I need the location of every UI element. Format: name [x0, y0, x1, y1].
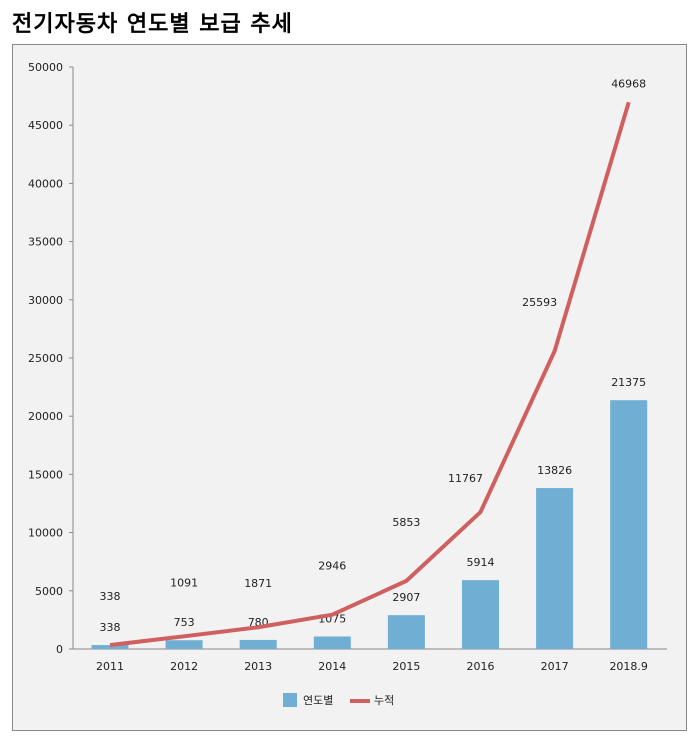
- bar-label: 2907: [392, 591, 420, 604]
- x-tick-label: 2016: [467, 660, 495, 673]
- bar-label: 21375: [611, 376, 646, 389]
- bar-label: 5914: [467, 556, 495, 569]
- y-tick-label: 25000: [28, 352, 63, 365]
- x-tick-label: 2011: [96, 660, 124, 673]
- line-label: 1871: [244, 577, 272, 590]
- legend-line-label: 누적: [374, 694, 394, 707]
- chart-title: 전기자동차 연도별 보급 추세: [12, 12, 293, 37]
- line-label: 46968: [611, 77, 646, 90]
- legend-line-swatch: [350, 699, 370, 703]
- line-label: 2946: [318, 560, 346, 573]
- bar: [91, 645, 129, 649]
- y-tick-label: 40000: [28, 177, 63, 190]
- chart-frame: [12, 44, 687, 731]
- line-series: [109, 101, 631, 648]
- bar-label: 13826: [537, 464, 572, 477]
- y-tick-label: 0: [56, 643, 63, 656]
- bar: [462, 580, 499, 649]
- legend-bar-label: 연도별: [303, 694, 333, 707]
- y-tick-label: 50000: [28, 61, 63, 74]
- line-label: 338: [100, 590, 121, 603]
- bar: [239, 639, 277, 649]
- bar-label: 338: [100, 621, 121, 634]
- x-tick-label: 2018.9: [609, 660, 648, 673]
- bar-label: 753: [174, 616, 195, 629]
- bar: [610, 400, 648, 649]
- bar: [313, 636, 351, 649]
- bar: [165, 640, 203, 649]
- line-label: 1091: [170, 576, 198, 589]
- y-tick-label: 15000: [28, 468, 63, 481]
- y-tick-label: 20000: [28, 410, 63, 423]
- y-tick-label: 5000: [35, 585, 63, 598]
- line-label: 5853: [392, 516, 420, 529]
- bar: [536, 488, 574, 649]
- x-tick-label: 2015: [392, 660, 420, 673]
- bar: [387, 615, 425, 649]
- line-label: 11767: [448, 472, 483, 485]
- x-tick-label: 2012: [170, 660, 198, 673]
- line-label: 25593: [522, 296, 557, 309]
- x-tick-label: 2017: [541, 660, 569, 673]
- legend-bar-swatch: [283, 693, 297, 707]
- y-tick-label: 10000: [28, 527, 63, 540]
- x-tick-label: 2013: [244, 660, 272, 673]
- y-tick-label: 45000: [28, 119, 63, 132]
- y-tick-label: 35000: [28, 236, 63, 249]
- y-tick-label: 30000: [28, 294, 63, 307]
- x-tick-label: 2014: [318, 660, 346, 673]
